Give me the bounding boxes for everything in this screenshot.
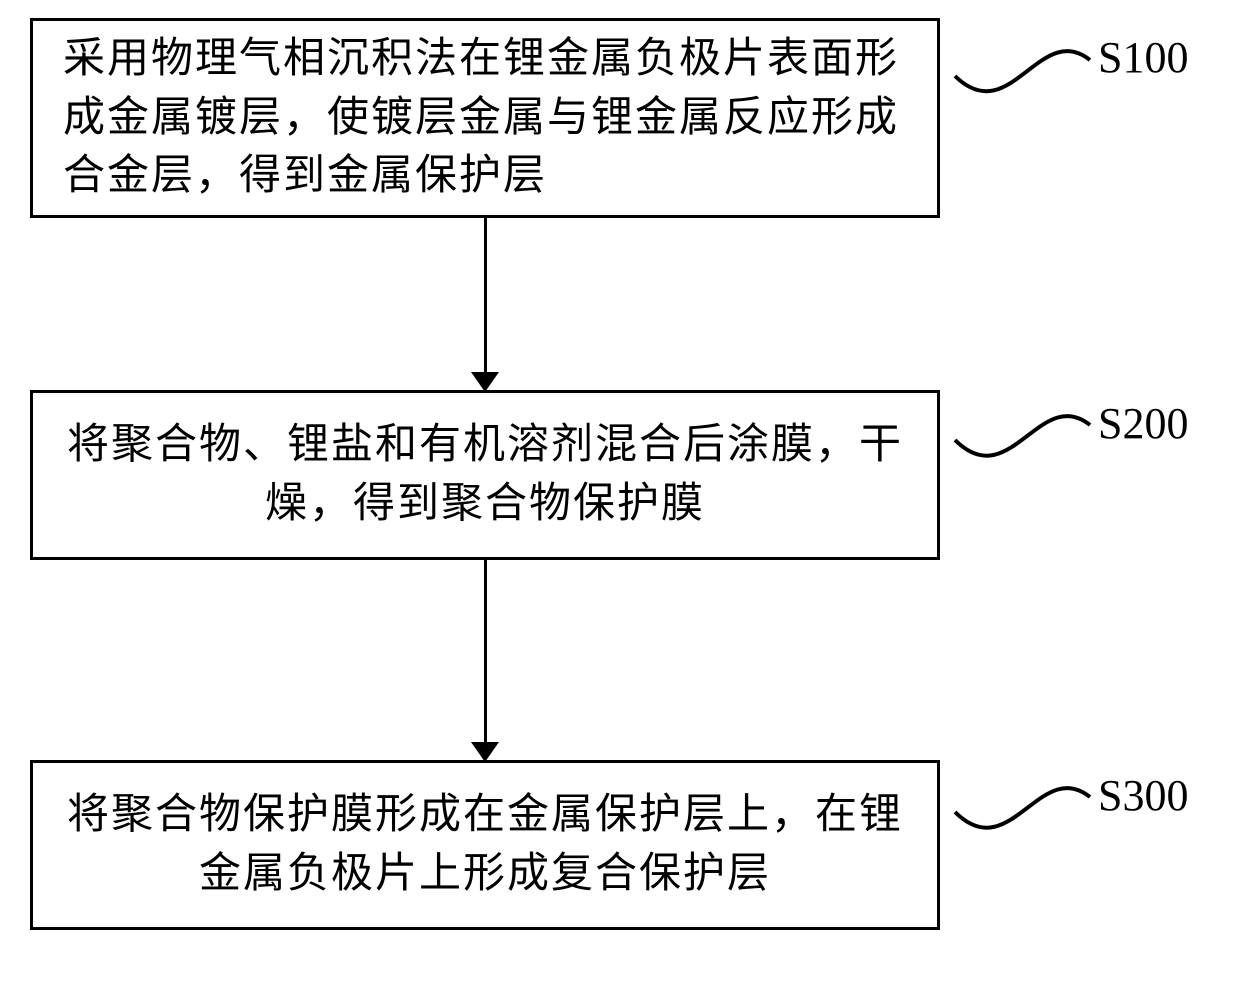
- flow-step-s300: 将聚合物保护膜形成在金属保护层上，在锂金属负极片上形成复合保护层: [30, 760, 940, 930]
- connector-s100-path: [955, 51, 1090, 91]
- step-label-s200: S200: [1098, 398, 1188, 449]
- step-label-s300: S300: [1098, 770, 1188, 821]
- arrow-s100-s200-head: [471, 372, 499, 392]
- flow-step-s300-text: 将聚合物保护膜形成在金属保护层上，在锂金属负极片上形成复合保护层: [63, 786, 907, 904]
- flow-step-s100-text: 采用物理气相沉积法在锂金属负极片表面形成金属镀层，使镀层金属与锂金属反应形成合金…: [63, 30, 907, 206]
- flow-step-s100: 采用物理气相沉积法在锂金属负极片表面形成金属镀层，使镀层金属与锂金属反应形成合金…: [30, 18, 940, 218]
- arrow-s200-s300-head: [471, 742, 499, 762]
- connector-s300-path: [955, 788, 1090, 828]
- flowchart-container: 采用物理气相沉积法在锂金属负极片表面形成金属镀层，使镀层金属与锂金属反应形成合金…: [0, 0, 1240, 997]
- connector-s200-path: [955, 416, 1090, 456]
- flow-step-s200-text: 将聚合物、锂盐和有机溶剂混合后涂膜，干燥，得到聚合物保护膜: [63, 416, 907, 534]
- arrow-s200-s300-line: [484, 560, 487, 746]
- arrow-s100-s200-line: [484, 218, 487, 376]
- step-label-s100: S100: [1098, 32, 1188, 83]
- flow-step-s200: 将聚合物、锂盐和有机溶剂混合后涂膜，干燥，得到聚合物保护膜: [30, 390, 940, 560]
